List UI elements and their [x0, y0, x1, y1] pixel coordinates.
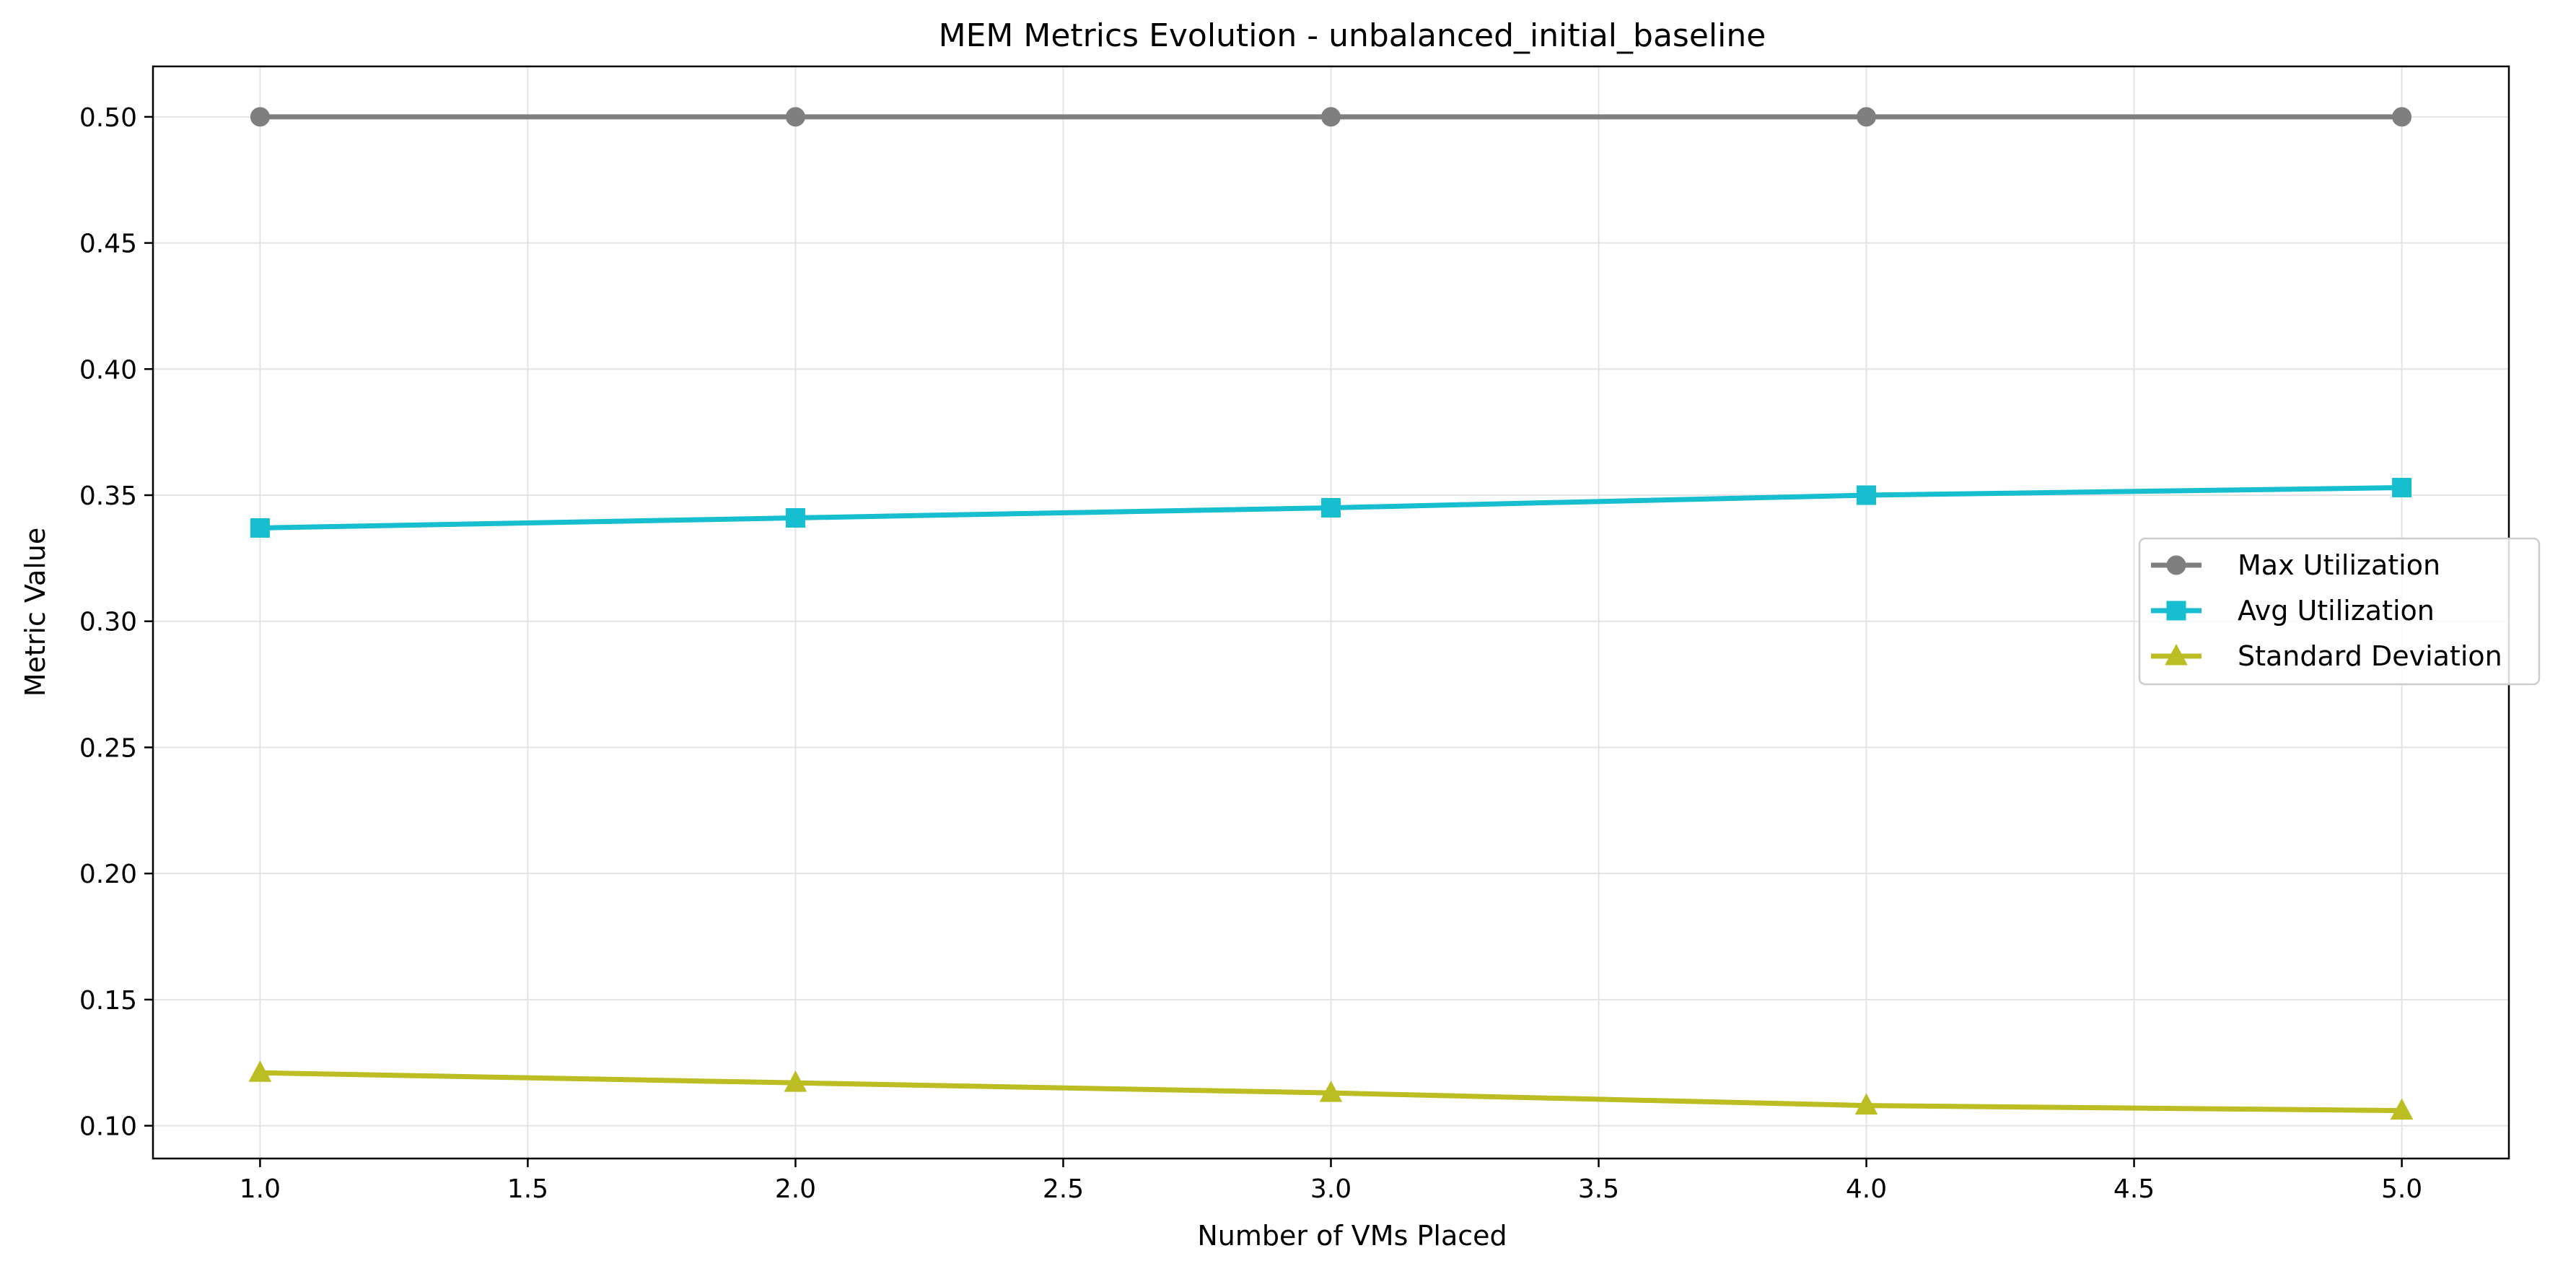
legend-label: Standard Deviation: [2238, 640, 2502, 672]
x-tick-label: 3.0: [1310, 1174, 1351, 1204]
y-tick-label: 0.25: [79, 733, 137, 763]
data-point: [785, 507, 805, 528]
data-point: [2392, 478, 2412, 498]
y-tick-label: 0.35: [79, 481, 137, 511]
data-point: [1319, 1081, 1343, 1102]
series-circle: [250, 107, 2412, 127]
data-point: [1857, 485, 1877, 505]
y-tick-label: 0.45: [79, 230, 137, 259]
legend-label: Avg Utilization: [2238, 595, 2435, 627]
data-point: [785, 107, 805, 127]
data-point: [1857, 107, 1877, 127]
legend-item: Max Utilization: [2151, 549, 2440, 581]
data-point: [250, 518, 270, 538]
data-point: [1321, 107, 1341, 127]
series-square: [250, 478, 2412, 538]
legend-marker: [2166, 555, 2186, 575]
y-tick-label: 0.30: [79, 608, 137, 637]
x-tick-label: 4.5: [2113, 1174, 2155, 1204]
axis-ticks: 1.0 1.5 2.0 2.5 3.0 3.5 4.0 4.5 5.0 0.10 0.15 0.20 0…: [79, 103, 2422, 1204]
data-point: [1854, 1093, 1878, 1115]
x-tick-label: 1.0: [240, 1174, 281, 1204]
x-tick-label: 1.5: [507, 1174, 548, 1204]
series-layer: [248, 107, 2414, 1120]
data-point: [784, 1070, 807, 1092]
x-tick-label: 2.5: [1043, 1174, 1084, 1204]
x-axis-label: Number of VMs Placed: [1197, 1220, 1507, 1252]
legend-marker: [2166, 601, 2186, 621]
legend-marker: [2165, 643, 2188, 666]
data-point: [1321, 497, 1341, 518]
legend-item: Standard Deviation: [2151, 640, 2502, 672]
data-point: [250, 107, 270, 127]
legend-frame: [2138, 537, 2541, 686]
x-tick-label: 2.0: [775, 1174, 816, 1204]
series-triangle: [248, 1060, 2414, 1120]
x-tick-label: 3.5: [1578, 1174, 1619, 1204]
data-point: [2392, 107, 2412, 127]
chart-title: MEM Metrics Evolution - unbalanced_initi…: [939, 17, 1766, 54]
data-point: [248, 1060, 272, 1082]
legend: Max Utilization Avg Utilization Standard D…: [2138, 537, 2541, 686]
legend-item: Avg Utilization: [2151, 595, 2435, 627]
y-tick-label: 0.20: [79, 860, 137, 889]
x-tick-label: 5.0: [2381, 1174, 2422, 1204]
y-tick-label: 0.50: [79, 103, 137, 133]
y-axis-label: Metric Value: [19, 528, 51, 697]
y-tick-label: 0.15: [79, 986, 137, 1016]
legend-label: Max Utilization: [2238, 549, 2440, 581]
y-tick-label: 0.10: [79, 1112, 137, 1142]
data-point: [2390, 1098, 2414, 1120]
x-tick-label: 4.0: [1846, 1174, 1887, 1204]
y-tick-label: 0.40: [79, 355, 137, 385]
